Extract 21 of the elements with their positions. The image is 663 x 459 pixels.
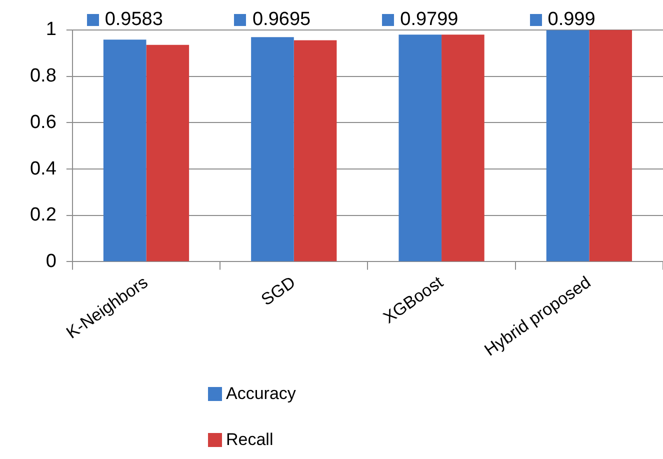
bar xyxy=(442,34,484,262)
bar xyxy=(294,40,337,262)
y-tick-label: 0.4 xyxy=(30,158,57,180)
legend-label: Recall xyxy=(226,430,274,450)
data-label: 0.999 xyxy=(548,9,596,30)
bar xyxy=(589,30,632,262)
bar xyxy=(103,40,146,262)
bar xyxy=(146,44,190,262)
bar xyxy=(251,37,294,262)
y-tick-label: 0.8 xyxy=(30,66,56,87)
x-tick-label: SGD xyxy=(258,272,299,310)
y-tick-label: 0.6 xyxy=(30,112,56,133)
y-tick-label: 0 xyxy=(46,250,56,272)
legend-label: Accuracy xyxy=(226,384,296,404)
y-tick-label: 1 xyxy=(46,19,56,40)
bar xyxy=(546,30,590,262)
data-label: 0.9695 xyxy=(252,9,311,30)
y-tick-label: 0.2 xyxy=(30,204,56,226)
data-label: 0.9799 xyxy=(400,9,458,30)
bar xyxy=(398,34,442,262)
data-label: 0.9583 xyxy=(104,9,163,30)
